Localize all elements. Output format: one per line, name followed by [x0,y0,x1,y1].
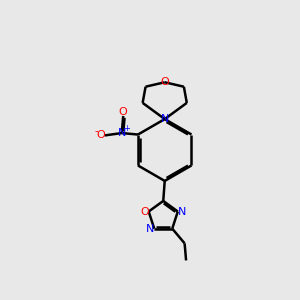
Text: N: N [178,206,186,217]
Text: N: N [146,224,154,234]
Text: -: - [95,126,98,136]
Text: N: N [160,114,169,124]
Text: +: + [124,124,130,133]
Text: O: O [119,107,128,117]
Text: N: N [118,128,126,138]
Text: O: O [160,77,169,87]
Text: O: O [140,206,149,217]
Text: O: O [97,130,105,140]
